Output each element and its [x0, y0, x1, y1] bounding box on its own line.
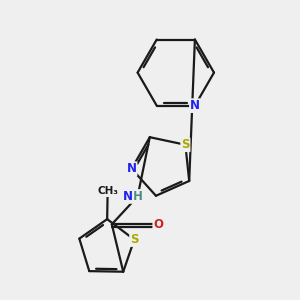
- Text: N: N: [190, 99, 200, 112]
- Text: O: O: [153, 218, 163, 231]
- Text: CH₃: CH₃: [97, 186, 118, 196]
- Text: S: S: [181, 138, 190, 151]
- Text: H: H: [133, 190, 142, 203]
- Text: N: N: [127, 162, 136, 175]
- Text: S: S: [130, 233, 139, 246]
- Text: N: N: [123, 190, 133, 203]
